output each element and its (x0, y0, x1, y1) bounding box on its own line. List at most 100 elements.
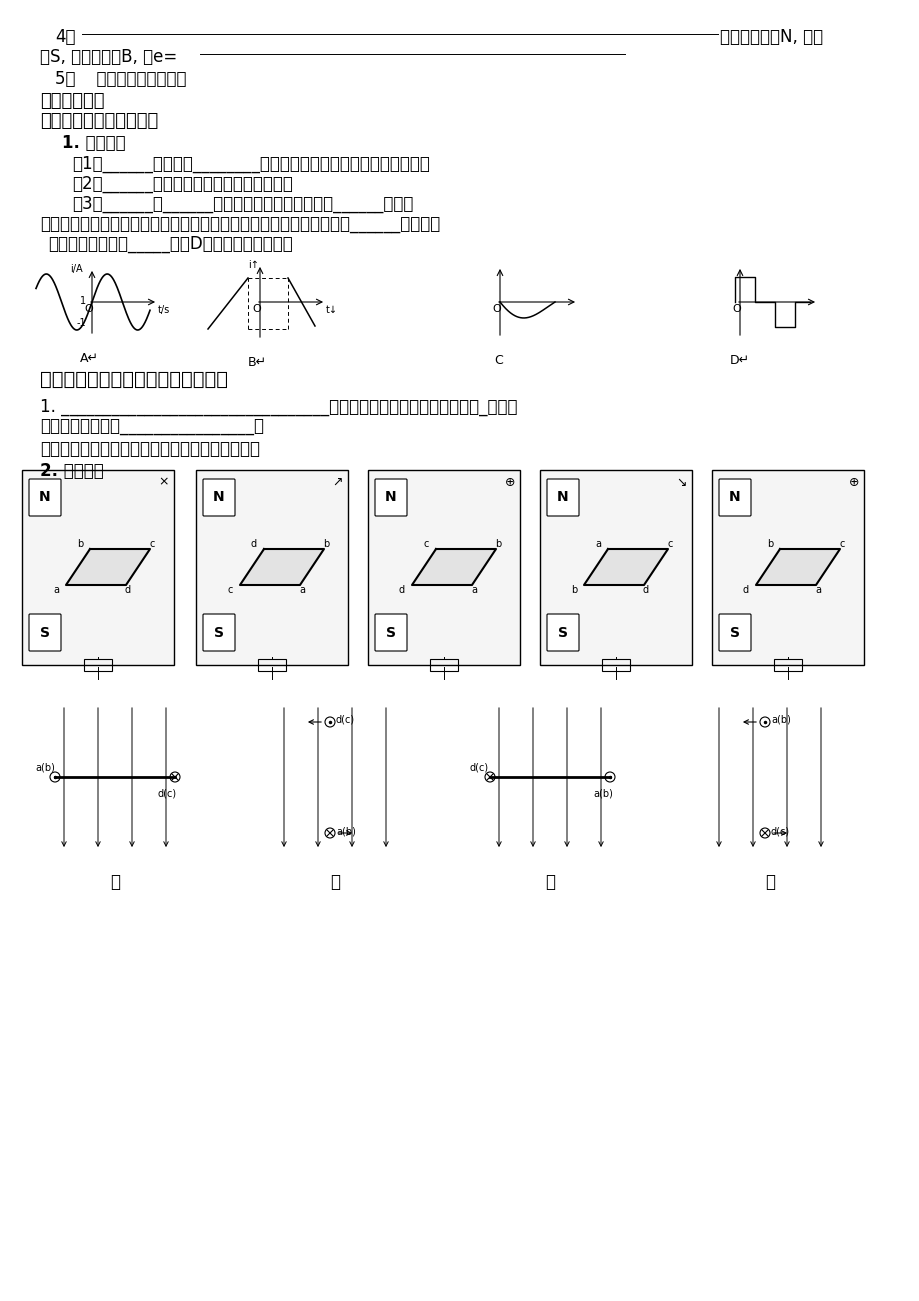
Text: b: b (766, 539, 772, 549)
Text: d: d (743, 585, 748, 595)
Text: （2）______不随时间变化的电流称为直流；: （2）______不随时间变化的电流称为直流； (72, 176, 292, 193)
Text: （二）、正弦交变电流的产生和表述: （二）、正弦交变电流的产生和表述 (40, 369, 228, 389)
Text: b: b (323, 539, 329, 549)
Text: ⊕: ⊕ (848, 475, 858, 488)
Text: ↗: ↗ (333, 475, 343, 488)
Text: i↑: i↑ (248, 260, 258, 271)
Text: 1. 交变电流: 1. 交变电流 (62, 134, 126, 152)
Text: d(c): d(c) (770, 826, 789, 837)
Text: N: N (557, 490, 568, 503)
Text: a(b): a(b) (593, 788, 612, 799)
Text: B↵: B↵ (248, 356, 267, 369)
Text: N: N (729, 490, 740, 503)
Text: 5、    中性面有什么特点？: 5、 中性面有什么特点？ (55, 70, 187, 88)
Text: A↵: A↵ (80, 353, 99, 366)
Text: O: O (252, 304, 260, 314)
Text: O: O (84, 304, 93, 314)
Text: D↵: D↵ (729, 354, 749, 367)
Bar (539, 470, 691, 665)
Text: 弦式交变电流的是_____。（D答案给以简单解释）: 弦式交变电流的是_____。（D答案给以简单解释） (48, 235, 292, 252)
Text: c: c (423, 539, 428, 549)
Text: （一）对交变电流的理解: （一）对交变电流的理解 (40, 112, 158, 130)
Text: （3）______和______都不随时间变化的电流叫做______电流；: （3）______和______都不随时间变化的电流叫做______电流； (72, 195, 413, 213)
Polygon shape (584, 549, 667, 585)
Text: d: d (251, 539, 256, 549)
Text: 4、: 4、 (55, 29, 75, 46)
Bar (196, 470, 347, 665)
Text: S: S (214, 626, 223, 640)
Text: t↓: t↓ (325, 304, 337, 315)
Text: S: S (729, 626, 739, 640)
Text: -1: -1 (77, 317, 86, 328)
Text: 设线圈匝数为N, 面积: 设线圈匝数为N, 面积 (720, 29, 823, 46)
Text: a(b): a(b) (35, 762, 55, 773)
FancyBboxPatch shape (719, 479, 750, 516)
Polygon shape (412, 549, 495, 585)
Text: a(b): a(b) (335, 826, 356, 837)
Bar (22, 470, 174, 665)
Text: 直于磁场方向的轴________________转: 直于磁场方向的轴________________转 (40, 418, 264, 436)
Text: b: b (571, 585, 576, 595)
Text: a: a (471, 585, 476, 595)
Text: d: d (125, 585, 130, 595)
Polygon shape (66, 549, 150, 585)
Text: d: d (399, 585, 404, 595)
Text: S: S (558, 626, 567, 640)
Text: 1. ________________________________产生原理：如图所示，矩形线圈在_中绕垂: 1. ________________________________产生原理：… (40, 398, 517, 416)
Text: t/s: t/s (158, 304, 170, 315)
Text: N: N (213, 490, 224, 503)
Text: a: a (299, 585, 305, 595)
Bar (711, 470, 863, 665)
FancyBboxPatch shape (203, 479, 234, 516)
Text: b: b (77, 539, 83, 549)
Text: C: C (494, 354, 502, 367)
Text: 丁: 丁 (765, 873, 774, 891)
Text: d(c): d(c) (470, 762, 489, 773)
Text: O: O (732, 304, 740, 314)
Text: 2. 过程分析: 2. 过程分析 (40, 462, 104, 480)
Text: N: N (40, 490, 51, 503)
Text: 甲: 甲 (110, 873, 119, 891)
Text: d: d (642, 585, 649, 595)
Text: S: S (386, 626, 395, 640)
Text: a: a (53, 585, 59, 595)
Text: c: c (838, 539, 844, 549)
Text: b: b (494, 539, 501, 549)
Text: c: c (149, 539, 154, 549)
FancyBboxPatch shape (547, 479, 578, 516)
Text: 为S, 磁感应强度B, 则e=: 为S, 磁感应强度B, 则e= (40, 48, 177, 66)
Text: （1）______随时间做________变化的电流叫做交变电流，简称交流；: （1）______随时间做________变化的电流叫做交变电流，简称交流； (72, 155, 429, 173)
Text: 二、深入学习: 二、深入学习 (40, 92, 105, 111)
Bar (601, 660, 630, 671)
Text: S: S (40, 626, 50, 640)
Text: c: c (227, 585, 233, 595)
Text: O: O (492, 304, 500, 314)
Text: a: a (814, 585, 820, 595)
Bar (429, 660, 458, 671)
Text: d(c): d(c) (335, 716, 355, 725)
Text: 丙: 丙 (544, 873, 554, 891)
FancyBboxPatch shape (29, 614, 61, 650)
Text: 动时，线圈中产生的感应电流就是正弦交变电流。: 动时，线圈中产生的感应电流就是正弦交变电流。 (40, 440, 260, 458)
Text: d(c): d(c) (158, 788, 177, 799)
Bar (773, 660, 801, 671)
Polygon shape (755, 549, 839, 585)
Text: 1: 1 (80, 297, 86, 306)
Text: i/A: i/A (70, 264, 83, 275)
Text: ⊕: ⊕ (505, 475, 515, 488)
Text: c: c (666, 539, 672, 549)
Text: 乙: 乙 (330, 873, 340, 891)
Text: a: a (595, 539, 600, 549)
Bar (257, 660, 286, 671)
Text: ×: × (159, 475, 169, 488)
Text: 练习：如图所示的的几种电流随时间变化的图线中，属于交变电流的是______，属于正: 练习：如图所示的的几种电流随时间变化的图线中，属于交变电流的是______，属于… (40, 216, 440, 234)
FancyBboxPatch shape (203, 614, 234, 650)
Text: N: N (385, 490, 396, 503)
FancyBboxPatch shape (719, 614, 750, 650)
Bar (368, 470, 519, 665)
Bar (84, 660, 112, 671)
FancyBboxPatch shape (375, 479, 406, 516)
FancyBboxPatch shape (375, 614, 406, 650)
Polygon shape (240, 549, 323, 585)
FancyBboxPatch shape (547, 614, 578, 650)
